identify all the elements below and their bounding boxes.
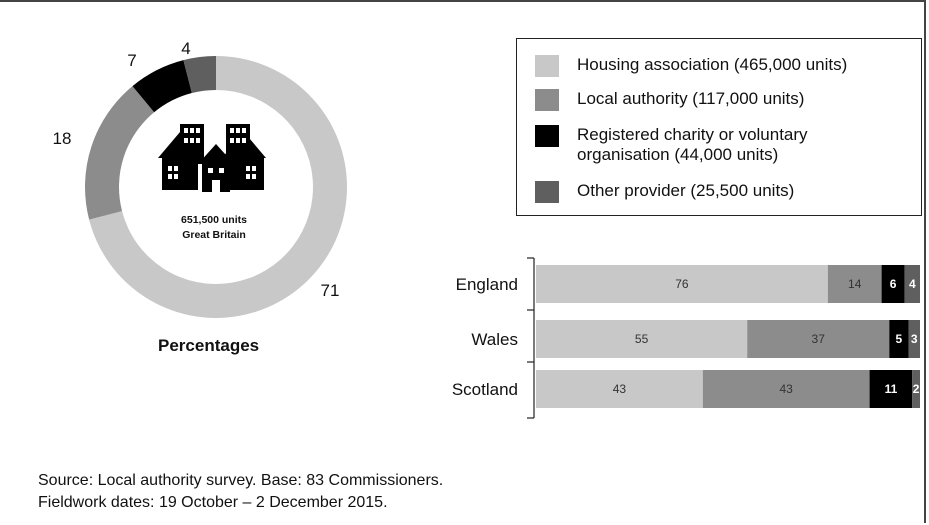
bar-scotland-other-provider <box>912 370 920 408</box>
legend-swatch <box>535 55 559 77</box>
legend-swatch <box>535 181 559 203</box>
legend-item-registered-charity: Registered charity or voluntary organisa… <box>535 125 877 165</box>
donut-center-region: Great Britain <box>182 229 246 241</box>
category-label-scotland: Scotland <box>452 380 518 399</box>
donut-label-local-authority: 18 <box>53 129 72 148</box>
donut-slice-registered-charity-or-voluntary-organisation <box>132 60 192 113</box>
data-label-scotland-local-authority: 43 <box>780 382 794 396</box>
legend-swatch <box>535 125 559 147</box>
data-label-england-housing-association: 76 <box>675 277 689 291</box>
donut-caption: Percentages <box>158 336 260 355</box>
bar-wales-housing-association <box>536 320 748 358</box>
source-note: Source: Local authority survey. Base: 83… <box>38 472 444 489</box>
donut-label-housing-association: 71 <box>321 281 340 300</box>
legend-item-housing-association: Housing association (465,000 units) <box>535 55 917 77</box>
donut-slice-local-authority <box>85 86 155 220</box>
donut-label-registered-charity-or-voluntary-organisation: 7 <box>127 51 136 70</box>
data-label-wales-housing-association: 55 <box>635 332 649 346</box>
legend-item-local-authority: Local authority (117,000 units) <box>535 89 917 111</box>
legend-swatch <box>535 89 559 111</box>
bar-wales-other-provider <box>908 320 920 358</box>
bar-england-registered-charity-or-voluntary-organisation <box>881 265 905 303</box>
data-label-wales-local-authority: 37 <box>812 332 826 346</box>
category-label-england: England <box>456 275 518 294</box>
bar-england-local-authority <box>827 265 882 303</box>
category-label-wales: Wales <box>471 330 518 349</box>
bar-scotland-housing-association <box>536 370 703 408</box>
bar-wales-registered-charity-or-voluntary-organisation <box>889 320 909 358</box>
bar-england-other-provider <box>904 265 920 303</box>
bar-wales-local-authority <box>747 320 890 358</box>
bar-england-housing-association <box>536 265 828 303</box>
data-label-england-registered-charity-or-voluntary-organisation: 6 <box>890 277 897 291</box>
legend: Housing association (465,000 units) Loca… <box>516 38 922 216</box>
legend-label: Local authority (117,000 units) <box>577 89 805 108</box>
legend-label: Registered charity or voluntary organisa… <box>577 125 808 164</box>
data-label-scotland-other-provider: 2 <box>913 382 920 396</box>
bar-scotland-registered-charity-or-voluntary-organisation <box>869 370 913 408</box>
houses-icon <box>158 124 266 192</box>
data-label-wales-other-provider: 3 <box>911 332 918 346</box>
donut-slice-other-provider <box>183 56 216 94</box>
data-label-scotland-housing-association: 43 <box>613 382 627 396</box>
data-label-wales-registered-charity-or-voluntary-organisation: 5 <box>896 332 903 346</box>
donut-center-units: 651,500 units <box>181 214 247 226</box>
donut-label-other-provider: 4 <box>181 39 190 58</box>
data-label-scotland-registered-charity-or-voluntary-organisation: 11 <box>885 382 898 396</box>
data-label-england-local-authority: 14 <box>848 277 862 291</box>
fieldwork-note: Fieldwork dates: 19 October – 2 December… <box>38 494 388 511</box>
bar-scotland-local-authority <box>702 370 870 408</box>
legend-label: Housing association (465,000 units) <box>577 55 848 74</box>
legend-item-other-provider: Other provider (25,500 units) <box>535 181 917 203</box>
legend-label: Other provider (25,500 units) <box>577 181 795 200</box>
data-label-england-other-provider: 4 <box>909 277 916 291</box>
